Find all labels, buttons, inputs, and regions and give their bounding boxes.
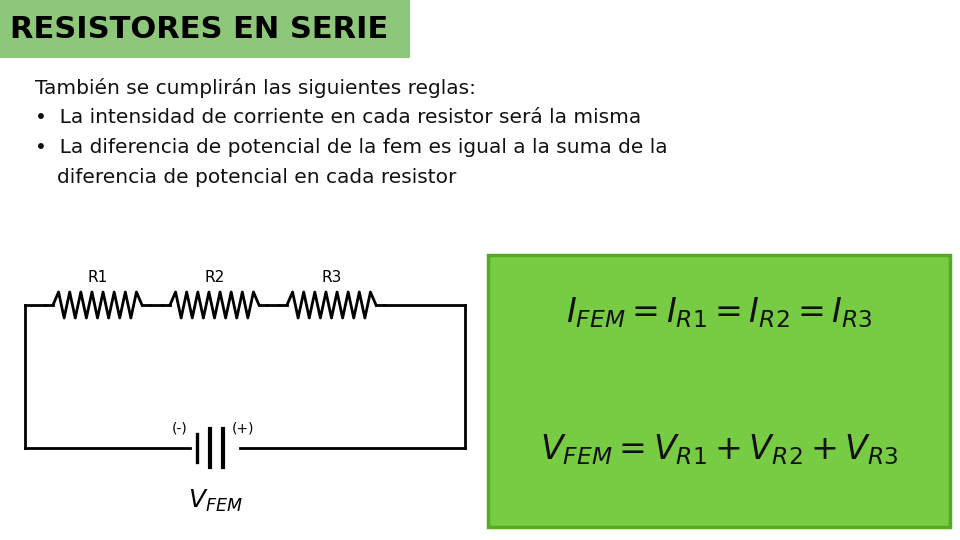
Text: $V_{FEM} = V_{R1}+V_{R2}+V_{R3}$: $V_{FEM} = V_{R1}+V_{R2}+V_{R3}$ — [540, 433, 899, 467]
Text: diferencia de potencial en cada resistor: diferencia de potencial en cada resistor — [57, 168, 456, 187]
FancyBboxPatch shape — [0, 0, 410, 58]
Text: RESISTORES EN SERIE: RESISTORES EN SERIE — [10, 15, 388, 44]
Text: R2: R2 — [204, 270, 225, 285]
Text: (+): (+) — [231, 421, 254, 435]
Text: $V_{FEM}$: $V_{FEM}$ — [187, 488, 243, 514]
Text: R3: R3 — [322, 270, 342, 285]
Text: •  La intensidad de corriente en cada resistor será la misma: • La intensidad de corriente en cada res… — [35, 108, 641, 127]
Text: (-): (-) — [172, 421, 188, 435]
Text: •  La diferencia de potencial de la fem es igual a la suma de la: • La diferencia de potencial de la fem e… — [35, 138, 667, 157]
Text: R1: R1 — [87, 270, 108, 285]
Text: $I_{FEM} = I_{R1} = I_{R2} = I_{R3}$: $I_{FEM} = I_{R1} = I_{R2} = I_{R3}$ — [565, 296, 873, 330]
FancyBboxPatch shape — [488, 255, 950, 527]
Text: También se cumplirán las siguientes reglas:: También se cumplirán las siguientes regl… — [35, 78, 476, 98]
